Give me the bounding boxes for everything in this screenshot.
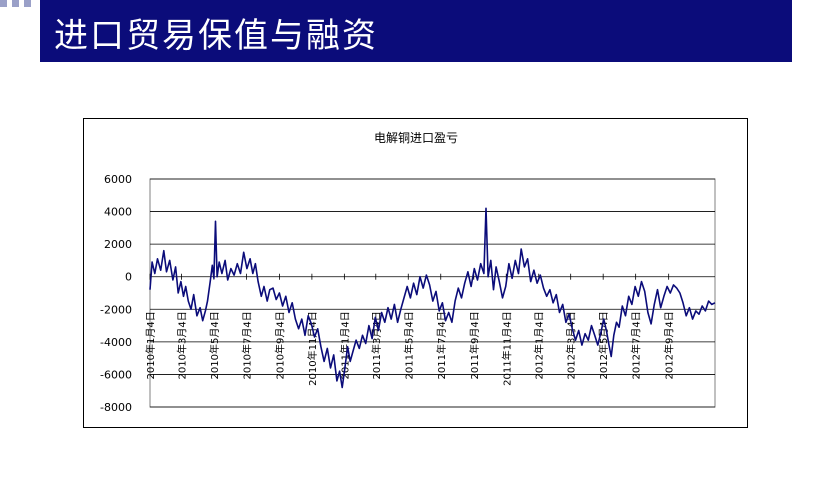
- y-tick-label: 2000: [104, 238, 132, 251]
- x-tick-label: 2012年5月4日: [597, 311, 610, 379]
- chart-frame: [83, 118, 748, 428]
- x-tick-label: 2011年7月4日: [435, 311, 448, 379]
- x-axis: 2010年1月4日 2010年3月4日 2010年5月4日 2010年7月4日 2010…: [144, 273, 676, 386]
- y-tick-label: 0: [125, 271, 132, 284]
- chart-title: 电解铜进口盈亏: [374, 130, 458, 145]
- x-tick-label: 2011年9月4日: [468, 311, 481, 379]
- x-tick-label: 2011年5月4日: [402, 311, 415, 379]
- y-tick-label: -6000: [100, 368, 132, 381]
- grid-lines: [150, 178, 715, 408]
- y-tick-label: -2000: [100, 303, 132, 316]
- y-tick-label: 4000: [104, 206, 132, 219]
- x-tick-label: 2012年7月4日: [630, 311, 643, 379]
- title-banner: 进口贸易保值与融资: [40, 0, 792, 62]
- x-tick-label: 2010年3月4日: [175, 311, 188, 379]
- slide-title: 进口贸易保值与融资: [54, 16, 378, 56]
- series-line: [149, 207, 716, 389]
- y-axis: 6000 4000 2000 0 -2000 -4000 -6000 -8000: [100, 173, 132, 414]
- x-tick-label: 2012年9月4日: [663, 311, 676, 379]
- x-tick-label: 2010年11月4日: [306, 311, 319, 386]
- x-tick-label: 2010年9月4日: [273, 311, 286, 379]
- x-tick-label: 2011年1月4日: [338, 311, 351, 379]
- x-tick-label: 2011年11月4日: [500, 311, 513, 386]
- y-tick-label: 6000: [104, 173, 132, 186]
- plot-area: [149, 178, 716, 408]
- corner-decoration: [0, 0, 40, 14]
- y-tick-label: -8000: [100, 401, 132, 414]
- series-group: [149, 207, 716, 389]
- x-tick-label: 2010年5月4日: [208, 311, 221, 379]
- y-tick-label: -4000: [100, 336, 132, 349]
- x-tick-label: 2010年7月4日: [240, 311, 253, 379]
- x-tick-label: 2010年1月4日: [144, 311, 157, 379]
- x-tick-label: 2012年3月4日: [565, 311, 578, 379]
- x-tick-label: 2012年1月4日: [533, 311, 546, 379]
